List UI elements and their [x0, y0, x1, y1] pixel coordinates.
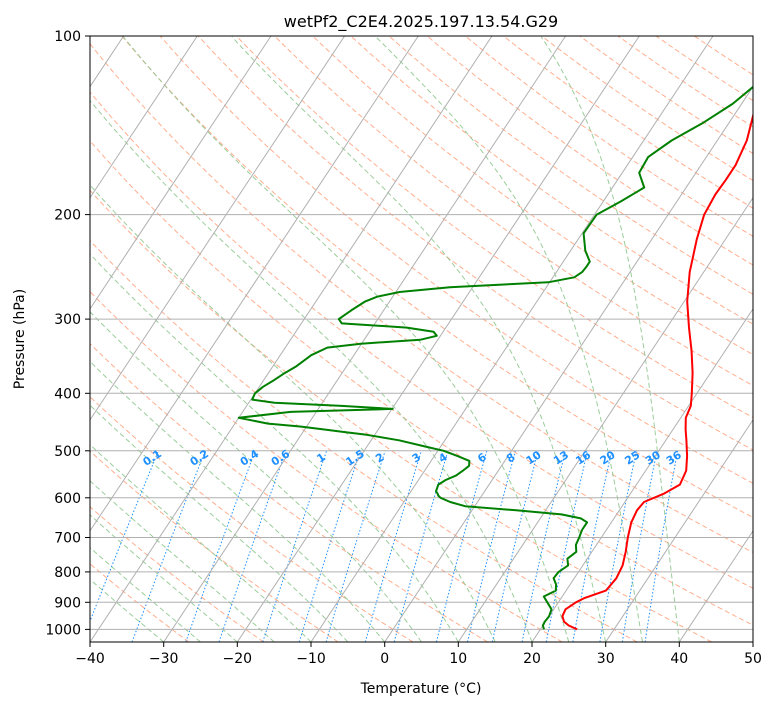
mixing-ratio-label: 0.4 — [238, 447, 262, 469]
background-lines — [90, 36, 753, 642]
y-tick-label: 700 — [54, 531, 81, 547]
y-tick-label: 500 — [54, 444, 81, 460]
x-axis-ticks: −40 −30 −20 −10 0 10 20 30 40 50 — [75, 642, 762, 667]
dry-adiabat-line — [541, 36, 753, 182]
y-tick-label: 300 — [54, 312, 81, 328]
dry-adiabat-line — [121, 36, 753, 519]
isotherm-line — [531, 307, 753, 642]
moist-adiabat-line — [90, 404, 349, 642]
mixing-ratio-line — [599, 450, 637, 642]
moist-adiabat-line — [122, 36, 570, 642]
y-axis-ticks: 100 200 300 400 500 600 700 800 900 1000 — [45, 29, 90, 638]
moist-adiabat-line — [540, 36, 680, 642]
isotherm-line — [90, 36, 493, 642]
x-axis-label: Temperature (°C) — [360, 681, 482, 697]
x-tick-label: 20 — [523, 651, 541, 667]
moist-adiabat-line — [90, 311, 422, 642]
chart-title: wetPf2_C2E4.2025.197.13.54.G29 — [284, 12, 558, 32]
moist-adiabat-line — [90, 184, 496, 642]
dry-adiabat-line — [694, 36, 753, 76]
moist-adiabat-line — [90, 253, 459, 642]
mixing-ratio-label: 0.6 — [269, 447, 293, 469]
x-tick-label: −30 — [149, 651, 179, 667]
temperature-profile-line — [561, 111, 753, 631]
mixing-ratio-line — [364, 450, 422, 642]
x-tick-label: 40 — [670, 651, 688, 667]
isotherm-line — [752, 641, 753, 642]
mixing-ratio-line — [545, 450, 588, 642]
mixing-ratio-line — [644, 450, 679, 642]
y-tick-label: 100 — [54, 29, 81, 45]
dry-adiabat-line — [90, 291, 563, 642]
y-tick-label: 600 — [54, 491, 81, 507]
y-tick-label: 800 — [54, 565, 81, 581]
x-tick-label: −40 — [75, 651, 105, 667]
mixing-ratio-line — [521, 450, 566, 642]
dry-adiabat-line — [579, 36, 753, 155]
dry-adiabat-line — [90, 91, 753, 589]
dewpoint-profile-line — [237, 85, 753, 630]
isotherm-line — [310, 36, 714, 642]
dry-adiabat-line — [388, 36, 753, 295]
isotherm-line — [384, 85, 753, 642]
mixing-ratio-line — [621, 450, 658, 642]
mixing-ratio-line — [491, 450, 539, 642]
y-tick-label: 900 — [54, 595, 81, 611]
isotherm-line — [457, 196, 753, 642]
isotherm-line — [90, 36, 272, 310]
isotherm-line — [678, 529, 753, 642]
isotherm-line — [236, 36, 640, 642]
isotherm-line — [90, 36, 346, 421]
isotherm-line — [90, 36, 198, 199]
mixing-ratio-line — [435, 450, 488, 642]
dry-adiabat-line — [655, 36, 753, 102]
x-tick-label: 0 — [380, 651, 389, 667]
x-tick-label: −20 — [223, 651, 253, 667]
x-tick-label: 10 — [449, 651, 467, 667]
mixing-ratio-line — [393, 450, 449, 642]
moist-adiabat-line — [90, 360, 386, 642]
y-tick-label: 400 — [54, 386, 81, 402]
sounding-series — [237, 85, 753, 631]
mixing-ratio-line — [262, 450, 328, 642]
mixing-ratio-line — [467, 450, 516, 642]
dry-adiabat-line — [90, 343, 488, 642]
mixing-ratio-line — [325, 450, 386, 642]
dry-adiabat-line — [503, 36, 753, 209]
dry-adiabat-line — [90, 189, 712, 642]
y-tick-label: 1000 — [45, 622, 81, 638]
x-tick-label: 30 — [597, 651, 615, 667]
dry-adiabat-line — [90, 43, 753, 554]
isotherm-line — [605, 418, 753, 642]
dry-adiabat-line — [197, 36, 753, 451]
isotherm-line — [163, 36, 567, 642]
dry-adiabat-line — [312, 36, 753, 356]
moist-adiabat-line — [375, 36, 643, 642]
dry-adiabat-line — [426, 36, 753, 266]
isotherm-line — [90, 36, 419, 532]
mixing-ratio-line — [90, 450, 159, 623]
plot-frame — [89, 35, 754, 643]
moist-adiabat-line — [90, 443, 312, 642]
y-tick-label: 200 — [54, 208, 81, 224]
dry-adiabat-line — [90, 239, 638, 642]
x-tick-label: 50 — [744, 651, 762, 667]
dry-adiabat-line — [90, 396, 414, 642]
mixing-ratio-line — [185, 450, 256, 642]
y-axis-label: Pressure (hPa) — [12, 289, 28, 389]
mixing-ratio-label: 6 — [475, 450, 489, 465]
mixing-ratio-line — [572, 450, 613, 642]
dry-adiabat-line — [274, 36, 753, 387]
moist-adiabat-line — [90, 514, 238, 642]
x-tick-label: −10 — [296, 651, 326, 667]
mixing-ratio-line — [131, 450, 206, 642]
mixing-ratio-line — [218, 450, 287, 642]
moist-adiabat-line — [231, 36, 607, 642]
